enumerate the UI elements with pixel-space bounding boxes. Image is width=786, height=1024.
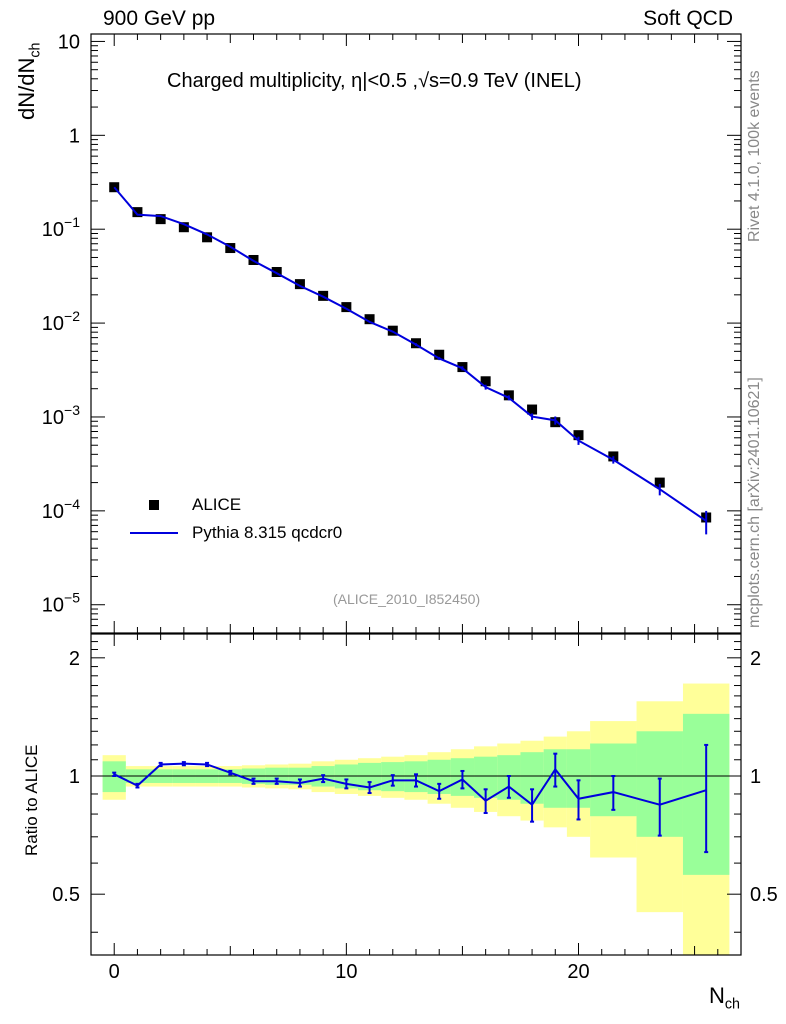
data-point <box>202 232 213 243</box>
ratio-series-line <box>113 762 707 807</box>
y-tick-label: 10−2 <box>42 308 80 335</box>
data-point <box>573 430 584 441</box>
y-tick-label: 10−3 <box>42 402 80 429</box>
y-tick-label: 10−5 <box>42 590 80 617</box>
data-point <box>364 314 375 325</box>
ratio-y-tick-label-right: 2 <box>750 648 761 670</box>
ratio-y-tick-label-right: 1 <box>750 766 761 788</box>
ratio-y-tick-label: 2 <box>69 648 80 670</box>
data-point <box>225 243 236 254</box>
header-right: Soft QCD <box>643 7 733 30</box>
title-prefix: Charged multiplicity, <box>167 70 352 92</box>
analysis-id: (ALICE_2010_I852450) <box>333 591 481 607</box>
title-suffix: s=0.9 TeV (INEL) <box>429 70 582 92</box>
ratio-inner-band <box>520 752 544 804</box>
data-point <box>294 279 305 290</box>
x-tick-label: 0 <box>109 961 120 983</box>
x-tick-label: 20 <box>567 961 589 983</box>
ratio-inner-band <box>474 756 498 798</box>
title-mid: |<0.5 , <box>362 70 419 92</box>
y-tick-label: 1 <box>69 125 80 147</box>
ratio-y-tick-label: 1 <box>69 766 80 788</box>
x-tick-label: 10 <box>335 961 357 983</box>
legend-data-marker <box>149 500 159 510</box>
y-tick-label: 10 <box>58 31 80 53</box>
x-axis-label-main: N <box>709 983 725 1008</box>
data-point <box>178 222 189 233</box>
header-left: 900 GeV pp <box>103 7 216 30</box>
ratio-inner-band <box>566 749 591 808</box>
legend-mc-label: Pythia 8.315 qcdcr0 <box>192 523 343 542</box>
data-point <box>132 207 143 218</box>
y-tick-label: 10−4 <box>42 496 80 523</box>
title-root: √ <box>418 70 430 92</box>
ratio-y-tick-label: 0.5 <box>52 884 80 906</box>
data-point <box>503 390 514 401</box>
legend-data-label: ALICE <box>192 495 242 514</box>
data-point <box>480 376 491 387</box>
main-plot-frame <box>90 33 742 634</box>
x-axis-label-sub: ch <box>724 996 740 1013</box>
data-point <box>271 267 282 278</box>
data-point <box>654 477 665 488</box>
plot-title: Charged multiplicity, η|<0.5 ,√s=0.9 TeV… <box>167 70 582 93</box>
data-point <box>155 214 166 225</box>
data-point <box>527 404 538 415</box>
data-point <box>434 349 445 360</box>
title-eta: η <box>351 70 363 92</box>
ratio-y-tick-label-right: 0.5 <box>750 884 778 906</box>
ratio-inner-band <box>357 762 382 791</box>
y-tick-label: 10−1 <box>42 214 80 241</box>
data-point <box>341 302 352 313</box>
mc-series-line <box>113 186 707 522</box>
x-axis-label: Nch <box>709 983 740 1012</box>
ratio-inner-band <box>427 759 451 794</box>
